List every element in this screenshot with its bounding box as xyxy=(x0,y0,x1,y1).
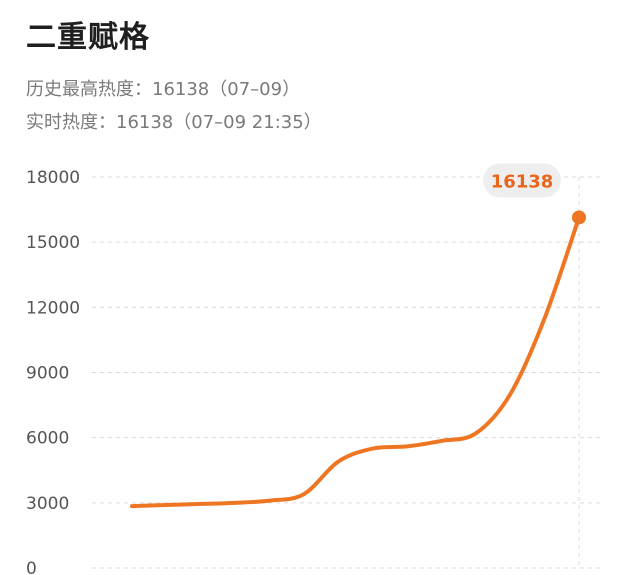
y-tick-label: 9000 xyxy=(26,364,69,384)
page-title: 二重赋格 xyxy=(26,20,150,55)
realtime-heat-line: 实时热度：16138（07–09 21:35） xyxy=(26,112,322,133)
peak-value-label: 16138 xyxy=(491,171,554,192)
y-tick-label: 6000 xyxy=(26,429,69,449)
y-tick-label: 12000 xyxy=(26,298,80,318)
peak-heat-line: 历史最高热度：16138（07–09） xyxy=(26,79,301,100)
heat-series-line xyxy=(130,215,581,509)
y-tick-label: 15000 xyxy=(26,233,80,253)
peak-point xyxy=(572,210,586,225)
grid-lines xyxy=(92,176,600,569)
y-axis-ticks: 0 3000 6000 9000 12000 15000 18000 xyxy=(26,168,80,575)
y-tick-label: 3000 xyxy=(26,494,69,514)
y-tick-label: 18000 xyxy=(26,168,80,188)
peak-badge xyxy=(483,163,561,198)
series-layer xyxy=(130,210,586,509)
peak-badge-layer: 16138 xyxy=(483,163,561,198)
y-tick-label: 0 xyxy=(26,559,37,575)
